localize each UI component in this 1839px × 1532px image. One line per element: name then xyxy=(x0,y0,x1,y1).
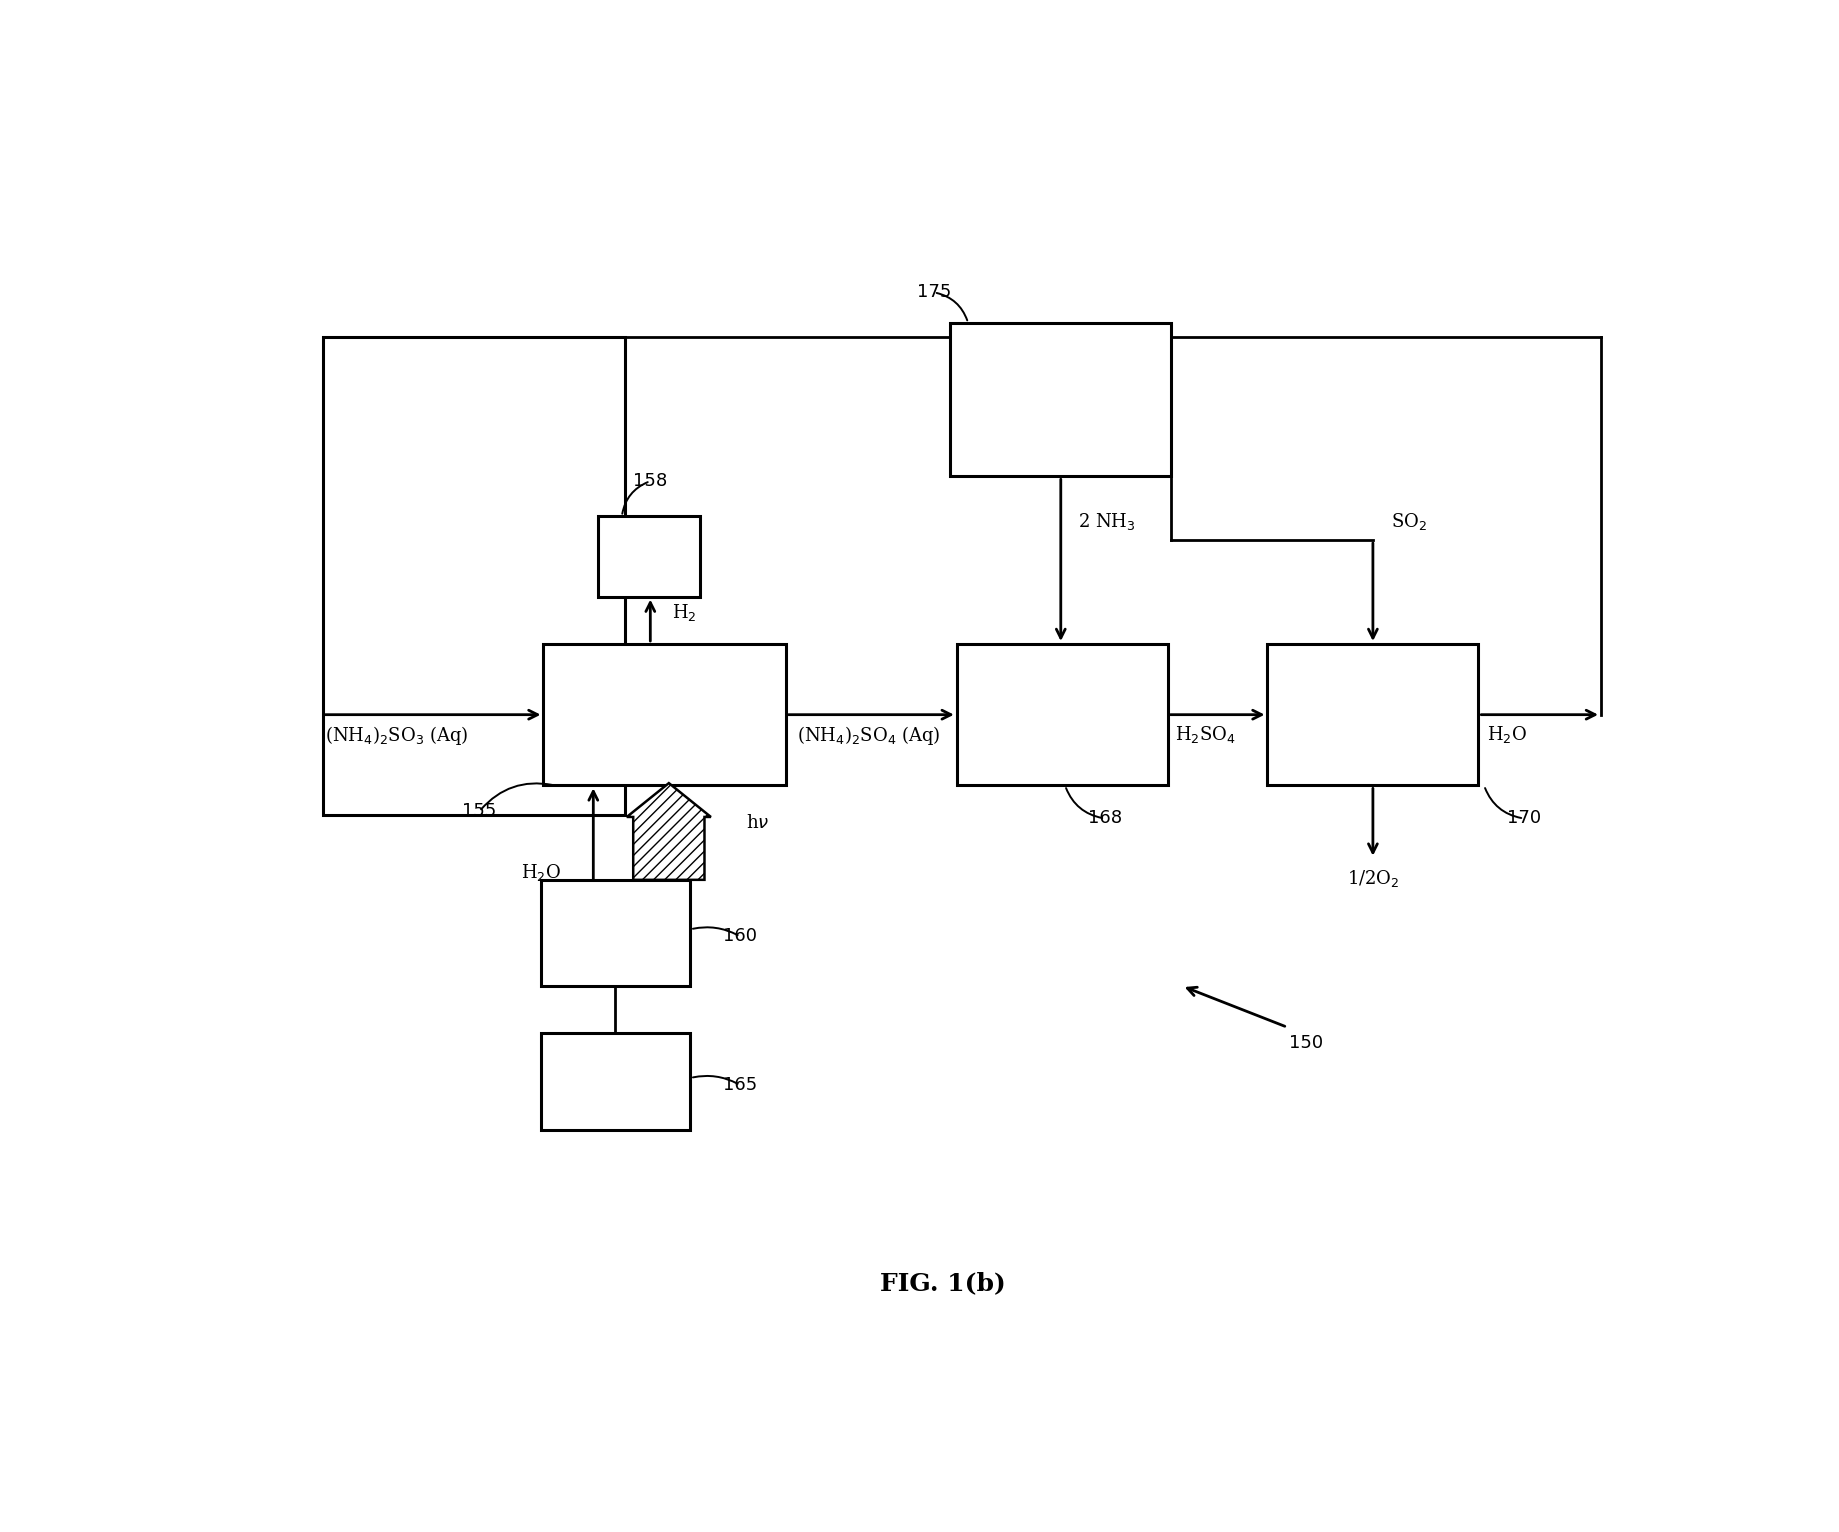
Bar xyxy=(598,516,701,596)
Text: 1/2O$_2$: 1/2O$_2$ xyxy=(1346,869,1399,889)
FancyArrow shape xyxy=(627,783,712,879)
Text: 165: 165 xyxy=(723,1075,758,1094)
Bar xyxy=(322,337,625,815)
Text: 150: 150 xyxy=(1289,1034,1322,1051)
Text: h$\nu$: h$\nu$ xyxy=(747,813,769,832)
Bar xyxy=(541,1033,690,1131)
Text: 170: 170 xyxy=(1506,809,1541,827)
Bar xyxy=(1267,643,1479,786)
Text: 2 NH$_3$: 2 NH$_3$ xyxy=(1078,510,1137,532)
Text: (NH$_4$)$_2$SO$_4$ (Aq): (NH$_4$)$_2$SO$_4$ (Aq) xyxy=(796,725,942,748)
Text: H$_2$O: H$_2$O xyxy=(520,863,561,882)
Text: 158: 158 xyxy=(633,472,668,490)
Bar xyxy=(949,323,1171,476)
Text: H$_2$SO$_4$: H$_2$SO$_4$ xyxy=(1175,725,1236,745)
Text: H$_2$: H$_2$ xyxy=(671,602,697,622)
Text: H$_2$O: H$_2$O xyxy=(1488,725,1526,745)
Bar xyxy=(544,643,785,786)
Text: 160: 160 xyxy=(723,927,758,945)
Text: SO$_2$: SO$_2$ xyxy=(1392,510,1427,532)
Text: (NH$_4$)$_2$SO$_3$ (Aq): (NH$_4$)$_2$SO$_3$ (Aq) xyxy=(326,725,469,748)
Text: 155: 155 xyxy=(462,803,497,821)
Bar xyxy=(956,643,1168,786)
Text: FIG. 1(b): FIG. 1(b) xyxy=(879,1272,1006,1295)
Text: 175: 175 xyxy=(918,283,951,302)
Text: 168: 168 xyxy=(1089,809,1122,827)
Bar xyxy=(541,879,690,987)
